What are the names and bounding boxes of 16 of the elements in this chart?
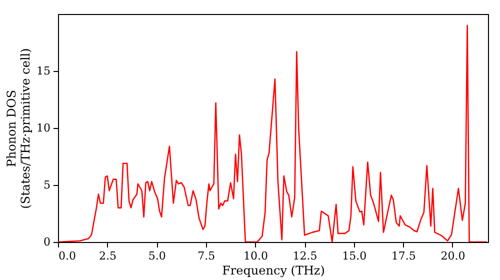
x-tick-label: 17.5 bbox=[391, 250, 416, 262]
x-tick-label: 12.5 bbox=[292, 250, 318, 262]
y-tick-label: 0 bbox=[44, 236, 50, 248]
x-tick-label: 20.0 bbox=[440, 250, 466, 262]
x-tick-label: 15.0 bbox=[342, 250, 367, 262]
y-tick-label: 5 bbox=[44, 178, 50, 192]
x-tick-label: 10.0 bbox=[244, 250, 268, 262]
x-axis-title: Frequency (THz) bbox=[222, 264, 325, 278]
y-axis-title: Phonon DOS (States/THz·primitive cell) bbox=[4, 48, 33, 209]
x-tick-label: 5.0 bbox=[148, 250, 166, 262]
y-tick-label: 10 bbox=[36, 122, 50, 134]
x-tick-label: 0.0 bbox=[58, 250, 76, 262]
x-tick-label: 7.5 bbox=[198, 250, 216, 262]
line-series bbox=[58, 24, 488, 242]
y-tick-label: 15 bbox=[36, 64, 50, 78]
x-tick-label: 2.5 bbox=[99, 250, 117, 262]
